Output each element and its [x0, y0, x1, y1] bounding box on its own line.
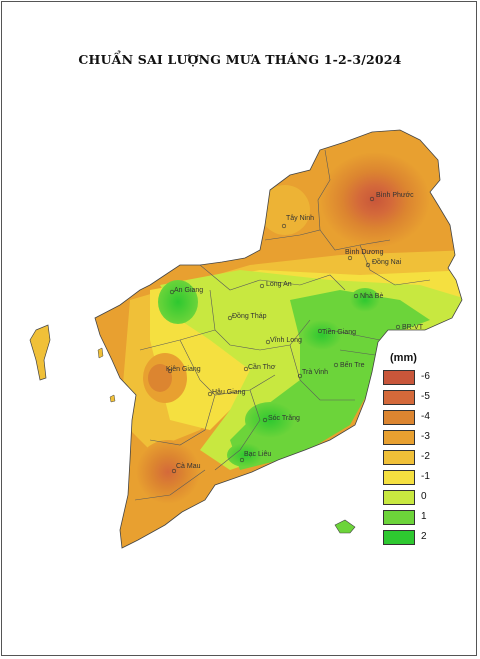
con-dao-island	[334, 519, 356, 534]
place-label: BR-VT	[402, 324, 424, 331]
place-marker	[227, 315, 233, 321]
place-marker	[333, 362, 339, 368]
legend-swatch	[383, 430, 415, 445]
small-island	[97, 347, 104, 359]
place-label: Tây Ninh	[286, 215, 314, 222]
place-marker	[395, 324, 401, 330]
legend-swatch	[383, 510, 415, 525]
phu-quoc-island	[29, 324, 51, 381]
place-marker	[265, 339, 271, 345]
place-label: Bến Tre	[340, 360, 365, 369]
place-label: Cần Thơ	[248, 362, 276, 371]
place-marker	[369, 196, 375, 202]
place-label: Kiên Giang	[166, 366, 201, 373]
place-label: Hậu Giang	[212, 389, 246, 396]
legend-swatch	[383, 530, 415, 545]
place-label: Bạc Liêu	[244, 451, 271, 458]
place-marker	[353, 293, 359, 299]
legend-swatch	[383, 450, 415, 465]
place-marker	[347, 255, 353, 261]
place-label: Trà Vinh	[302, 369, 328, 376]
place-label: Nhà Bè	[360, 293, 383, 300]
place-marker	[169, 289, 175, 295]
place-label: Đồng Nai	[372, 257, 402, 266]
small-island	[109, 394, 116, 403]
place-label: Vĩnh Long	[270, 337, 302, 344]
legend-swatch	[383, 490, 415, 505]
place-marker	[365, 262, 371, 268]
place-marker	[281, 223, 287, 229]
legend-unit: (mm)	[390, 352, 417, 364]
place-marker	[297, 373, 303, 379]
legend-label: 1	[421, 511, 427, 522]
place-label: Tiền Giang	[322, 327, 356, 336]
place-marker	[262, 417, 268, 423]
place-label: Cà Mau	[176, 463, 201, 470]
legend-label: 0	[421, 491, 427, 502]
legend-swatch	[383, 470, 415, 485]
place-label: Bình Dương	[345, 249, 384, 256]
place-label: Long An	[266, 281, 292, 288]
place-label: Sóc Trăng	[268, 415, 300, 422]
place-marker	[317, 328, 323, 334]
legend-label: 2	[421, 531, 427, 542]
legend-swatch	[383, 370, 415, 385]
place-label: An Giang	[174, 287, 203, 294]
legend-swatch	[383, 410, 415, 425]
legend-label: -5	[421, 391, 430, 402]
place-marker	[207, 391, 213, 397]
legend-label: -1	[421, 471, 430, 482]
legend-label: -6	[421, 371, 430, 382]
legend-swatch	[383, 390, 415, 405]
place-label: Đồng Tháp	[232, 311, 267, 320]
place-marker	[259, 283, 265, 289]
legend-label: -4	[421, 411, 430, 422]
legend-label: -3	[421, 431, 430, 442]
place-marker	[167, 368, 173, 374]
place-label: Bình Phước	[376, 192, 414, 199]
legend-label: -2	[421, 451, 430, 462]
map-title: CHUẨN SAI LƯỢNG MƯA THÁNG 1-2-3/2024	[78, 52, 402, 67]
place-marker	[171, 468, 177, 474]
place-marker	[239, 457, 245, 463]
place-marker	[243, 366, 249, 372]
